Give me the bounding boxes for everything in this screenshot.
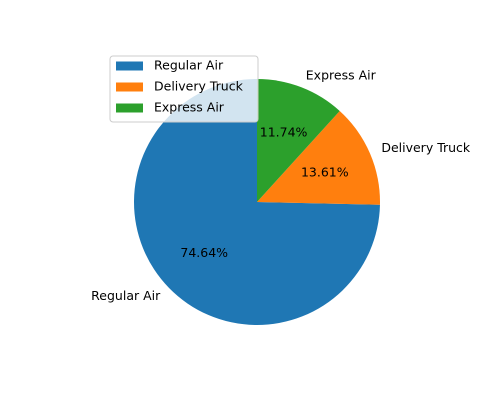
slice-label-express-air: Express Air [306, 67, 377, 82]
legend: Regular Air Delivery Truck Express Air [109, 55, 259, 123]
pie-slice-regular-air [133, 79, 380, 325]
pie-slices [133, 79, 380, 325]
legend-box [109, 55, 259, 123]
legend-label-delivery-truck: Delivery Truck [154, 79, 244, 94]
pie-slice-express-air [257, 79, 340, 202]
slice-labels: Regular Air Delivery Truck Express Air [91, 67, 471, 303]
percent-label-express-air: 11.74% [260, 125, 308, 140]
pie-slice-delivery-truck [257, 110, 380, 205]
legend-swatch-express-air [116, 103, 143, 113]
percent-label-regular-air: 74.64% [180, 245, 228, 260]
slice-label-regular-air: Regular Air [91, 288, 161, 303]
percent-label-delivery-truck: 13.61% [301, 164, 349, 179]
legend-label-express-air: Express Air [154, 100, 225, 115]
slice-label-delivery-truck: Delivery Truck [381, 140, 471, 155]
legend-swatch-regular-air [116, 61, 143, 71]
percent-labels: 74.64% 13.61% 11.74% [180, 125, 348, 260]
legend-label-regular-air: Regular Air [154, 58, 224, 73]
legend-swatch-delivery-truck [116, 82, 143, 92]
